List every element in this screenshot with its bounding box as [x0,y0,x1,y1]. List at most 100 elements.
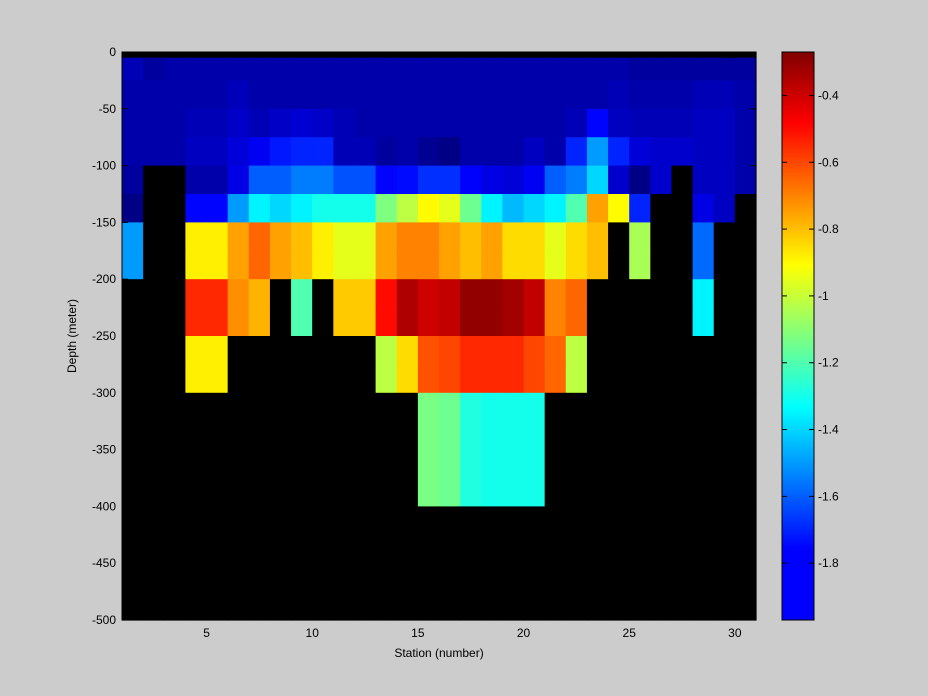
heatmap-cell [460,52,482,59]
heatmap-cell [333,165,356,195]
heatmap-cell [417,336,440,365]
heatmap-cell [312,57,334,81]
heatmap-cell [354,364,377,394]
heatmap-cell [164,194,186,223]
heatmap-cell [291,392,313,507]
heatmap-cell [291,194,313,223]
heatmap-cell [143,392,165,507]
heatmap-cell [375,137,398,167]
heatmap-cell [565,279,588,309]
heatmap-cell [586,250,609,280]
heatmap-cell [734,165,757,195]
heatmap-cell [481,222,503,252]
heatmap-cell [713,137,736,167]
heatmap-cell [671,364,694,394]
heatmap-cell [227,108,250,138]
heatmap-cell [608,108,630,138]
y-tick-label: 0 [109,45,116,59]
heatmap-cell [354,250,377,280]
heatmap-cell [143,250,165,280]
heatmap-cell [269,250,292,280]
heatmap-cell [312,137,334,167]
heatmap-cell [227,222,250,252]
x-tick-label: 25 [623,626,637,640]
heatmap-cell [565,137,588,167]
heatmap-cell [713,392,736,507]
heatmap-cell [227,364,250,394]
heatmap-cell [269,506,292,621]
heatmap-cell [671,137,694,167]
heatmap-cell [122,137,144,167]
heatmap-cell [333,392,356,507]
heatmap-cell [122,194,144,223]
heatmap-cell [164,222,186,252]
heatmap-cell [565,52,588,59]
heatmap-cell [143,336,165,365]
heatmap-cell [143,194,165,223]
heatmap-cell [586,80,609,110]
heatmap-cell [650,307,673,337]
heatmap-cell [713,80,736,110]
heatmap-cell [502,222,525,252]
heatmap-cell [396,279,419,309]
heatmap-cell [734,57,757,81]
heatmap-cell [586,222,609,252]
heatmap-cell [565,80,588,110]
heatmap-cell [713,506,736,621]
heatmap-cell [227,506,250,621]
heatmap-cell [565,250,588,280]
heatmap-cell [122,165,144,195]
heatmap-cell [185,364,208,394]
heatmap-cell [333,336,356,365]
x-axis-label: Station (number) [394,646,483,660]
heatmap-cell [671,250,694,280]
heatmap-cell [417,52,440,59]
heatmap-cell [143,57,165,81]
heatmap-cell [692,364,715,394]
heatmap-cell [185,137,208,167]
colorbar-tick-label: -1.8 [818,556,839,570]
heatmap-cell [692,80,715,110]
heatmap-cell [312,108,334,138]
heatmap-cell [502,364,525,394]
heatmap-cell [185,108,208,138]
y-tick-label: -300 [92,386,116,400]
heatmap-cell [481,80,503,110]
heatmap-cell [439,222,461,252]
heatmap-cell [333,52,356,59]
heatmap-cell [502,108,525,138]
heatmap-cell [460,506,482,621]
heatmap-cell [269,52,292,59]
heatmap-cell [333,194,356,223]
heatmap-cell [629,137,651,167]
colorbar-tick-label: -1 [818,289,829,303]
heatmap-cell [481,336,503,365]
heatmap-cell [692,250,715,280]
heatmap-cell [439,279,461,309]
heatmap-cell [713,364,736,394]
heatmap-cell [206,194,229,223]
heatmap-cell [460,137,482,167]
heatmap-cell [671,222,694,252]
heatmap-cell [586,52,609,59]
heatmap-cell [143,222,165,252]
heatmap-cell [417,222,440,252]
heatmap-cell [185,250,208,280]
y-tick-label: -500 [92,613,116,627]
heatmap-cell [439,165,461,195]
heatmap-cell [291,165,313,195]
heatmap-cell [544,108,567,138]
y-tick-label: -400 [92,499,116,513]
heatmap-cell [312,80,334,110]
heatmap-cell [227,250,250,280]
heatmap-cell [460,108,482,138]
heatmap-cell [692,194,715,223]
heatmap-cell [396,108,419,138]
heatmap-cell [248,307,271,337]
heatmap-cell [629,279,651,309]
heatmap-cell [481,279,503,309]
heatmap-cell [122,364,144,394]
heatmap-cell [481,194,503,223]
heatmap-cell [544,364,567,394]
heatmap-cell [523,165,546,195]
